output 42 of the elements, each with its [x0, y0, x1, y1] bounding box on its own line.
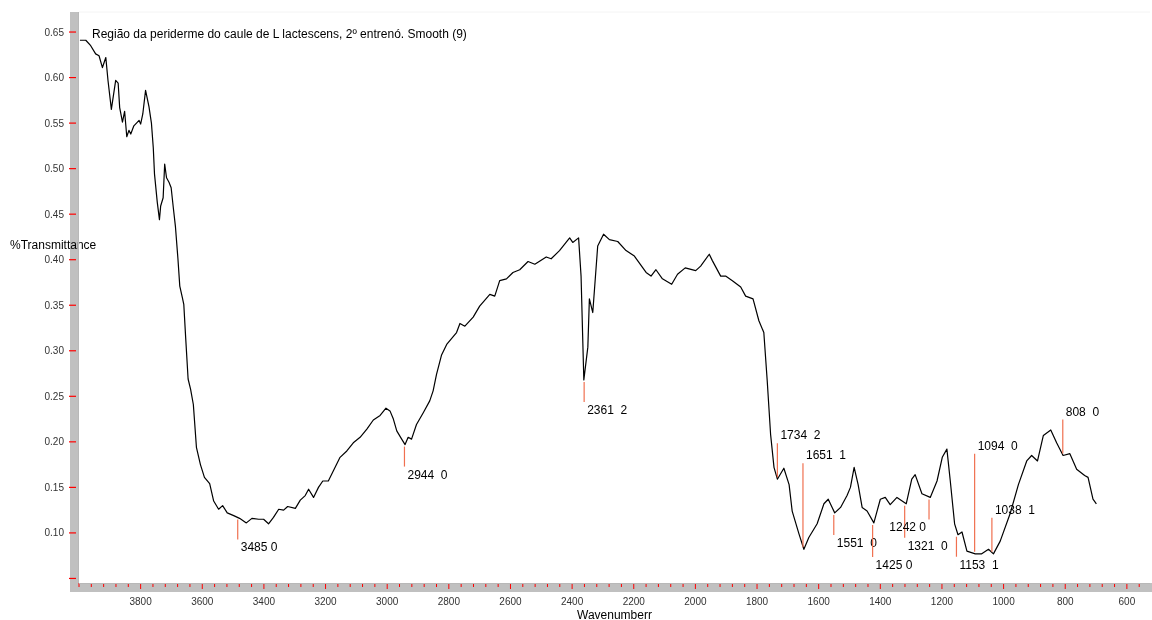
- x-tick-label: 2000: [684, 596, 707, 607]
- annotation: 808 0: [1065, 404, 1100, 419]
- x-tick-label: 1600: [807, 596, 831, 607]
- x-tick-label: 600: [1118, 596, 1136, 607]
- y-tick-label: 0.60: [44, 72, 65, 84]
- x-tick-label: 1400: [869, 596, 892, 607]
- x-tick-label: 800: [1056, 596, 1075, 607]
- y-tick-label: 0.65: [44, 26, 65, 38]
- y-axis-title: %Transmittance: [10, 237, 97, 252]
- annotation: 1153 1: [959, 557, 999, 572]
- x-tick-label: 2200: [622, 596, 646, 607]
- annotation: 2361 2: [587, 402, 628, 417]
- y-tick-label: 0.25: [44, 390, 65, 402]
- text: Região da periderme do caule de L lactescens, 2º entrenó. Smooth (9): [92, 27, 467, 41]
- annotation: 1094 0: [977, 438, 1018, 453]
- x-tick-label: 3400: [252, 596, 276, 607]
- y-tick-label: 0.35: [44, 299, 65, 311]
- y-tick-label: 0.40: [44, 254, 65, 266]
- x-tick-label: 1000: [992, 596, 1016, 607]
- y-tick-label: 0.10: [44, 527, 65, 539]
- annotation: 2944 0: [407, 467, 448, 482]
- x-tick-label: 1200: [930, 596, 954, 607]
- annotation: 1734 2: [780, 428, 821, 443]
- x-tick-label: 2400: [561, 596, 584, 607]
- y-tick-label: 0.45: [44, 208, 65, 220]
- y-tick-label: 0.30: [44, 345, 65, 357]
- x-axis-title: Wavenumberr: [577, 608, 652, 620]
- x-tick-label: 2800: [437, 596, 461, 607]
- annotation: 1651 1: [805, 448, 847, 463]
- annotation: 1425 0: [875, 557, 913, 572]
- y-tick-label: 0.15: [44, 481, 65, 493]
- y-tick-label: 0.20: [44, 436, 65, 448]
- y-tick-label: 0.50: [44, 163, 65, 175]
- annotation: 3485 0: [240, 540, 278, 555]
- annotation: 1321 0: [907, 538, 949, 553]
- y-tick-label: 0.55: [44, 117, 65, 129]
- x-tick-label: 3800: [129, 596, 153, 607]
- x-tick-label: 3000: [376, 596, 399, 607]
- x-tick-label: 3200: [314, 596, 338, 607]
- x-tick-label: 1800: [745, 596, 769, 607]
- x-tick-label: 2600: [499, 596, 523, 607]
- x-tick-label: 3600: [191, 596, 214, 607]
